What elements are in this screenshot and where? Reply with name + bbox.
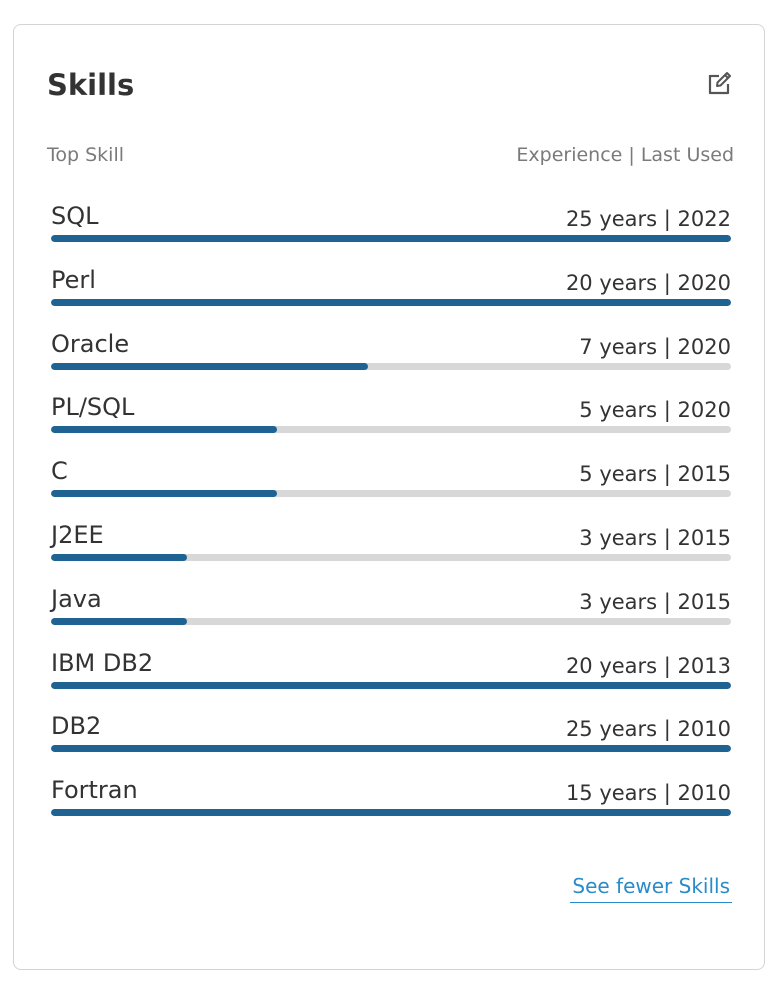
card-header: Skills [47, 63, 734, 107]
skill-progress-fill [51, 235, 731, 242]
skill-experience-last-used: 3 years | 2015 [579, 525, 731, 550]
skill-progress-bar [51, 362, 731, 370]
skill-row: Fortran 15 years | 2010 [51, 769, 731, 833]
skill-progress-fill [51, 617, 187, 625]
skills-list: SQL 25 years | 2022 Perl 20 years | 2020 Ora… [51, 195, 731, 833]
skill-progress-fill [51, 490, 278, 498]
skill-name: Java [51, 584, 102, 613]
skill-progress-bar [51, 745, 731, 753]
skill-row: J2EE 3 years | 2015 [51, 514, 731, 578]
skill-experience-last-used: 7 years | 2020 [579, 334, 731, 359]
skill-progress-bar [51, 553, 731, 561]
skill-progress-bar [51, 617, 731, 625]
skill-progress-fill [51, 362, 368, 370]
skill-experience-last-used: 20 years | 2020 [565, 270, 731, 295]
skill-progress-fill [51, 553, 187, 561]
top-skill-header: Top Skill [47, 144, 125, 166]
skill-name: C [51, 457, 68, 486]
skill-row: PL/SQL 5 years | 2020 [51, 386, 731, 450]
skill-progress-bar [51, 490, 731, 498]
skill-row: Perl 20 years | 2020 [51, 259, 731, 323]
skill-name: Fortran [51, 776, 138, 805]
skill-name: Oracle [51, 329, 130, 358]
skill-progress-fill [51, 681, 731, 689]
skill-experience-last-used: 3 years | 2015 [579, 589, 731, 614]
edit-icon [706, 69, 734, 97]
skill-experience-last-used: 20 years | 2013 [565, 653, 731, 678]
skill-row: DB2 25 years | 2010 [51, 705, 731, 769]
column-headers: Top Skill Experience | Last Used [47, 141, 734, 169]
skill-name: IBM DB2 [51, 648, 154, 677]
skill-row: IBM DB2 20 years | 2013 [51, 642, 731, 706]
skill-progress-bar [51, 235, 731, 242]
skill-progress-bar [51, 681, 731, 689]
skill-progress-bar [51, 298, 731, 306]
skill-row: Java 3 years | 2015 [51, 578, 731, 642]
skill-progress-bar [51, 426, 731, 434]
card-title: Skills [47, 68, 135, 102]
skill-name: SQL [51, 202, 99, 230]
skill-experience-last-used: 25 years | 2022 [565, 207, 731, 231]
skill-progress-fill [51, 745, 731, 753]
skill-progress-bar [51, 809, 731, 817]
skill-progress-fill [51, 426, 278, 434]
skill-row: C 5 years | 2015 [51, 450, 731, 514]
see-fewer-skills-link[interactable]: See fewer Skills [570, 872, 732, 903]
experience-last-used-header: Experience | Last Used [516, 144, 734, 166]
skill-progress-fill [51, 298, 731, 306]
edit-button[interactable] [706, 69, 734, 97]
skill-name: Perl [51, 265, 96, 294]
skill-experience-last-used: 15 years | 2010 [565, 781, 731, 806]
skills-card: Skills Top Skill Experience | Last Used … [13, 24, 765, 970]
skill-name: PL/SQL [51, 393, 135, 422]
skill-name: DB2 [51, 712, 102, 741]
skill-experience-last-used: 25 years | 2010 [565, 717, 731, 742]
skill-row: Oracle 7 years | 2020 [51, 323, 731, 387]
skill-experience-last-used: 5 years | 2015 [579, 462, 731, 487]
skill-progress-fill [51, 809, 731, 817]
skill-row: SQL 25 years | 2022 [51, 195, 731, 259]
skill-experience-last-used: 5 years | 2020 [579, 398, 731, 423]
skill-name: J2EE [51, 520, 104, 549]
